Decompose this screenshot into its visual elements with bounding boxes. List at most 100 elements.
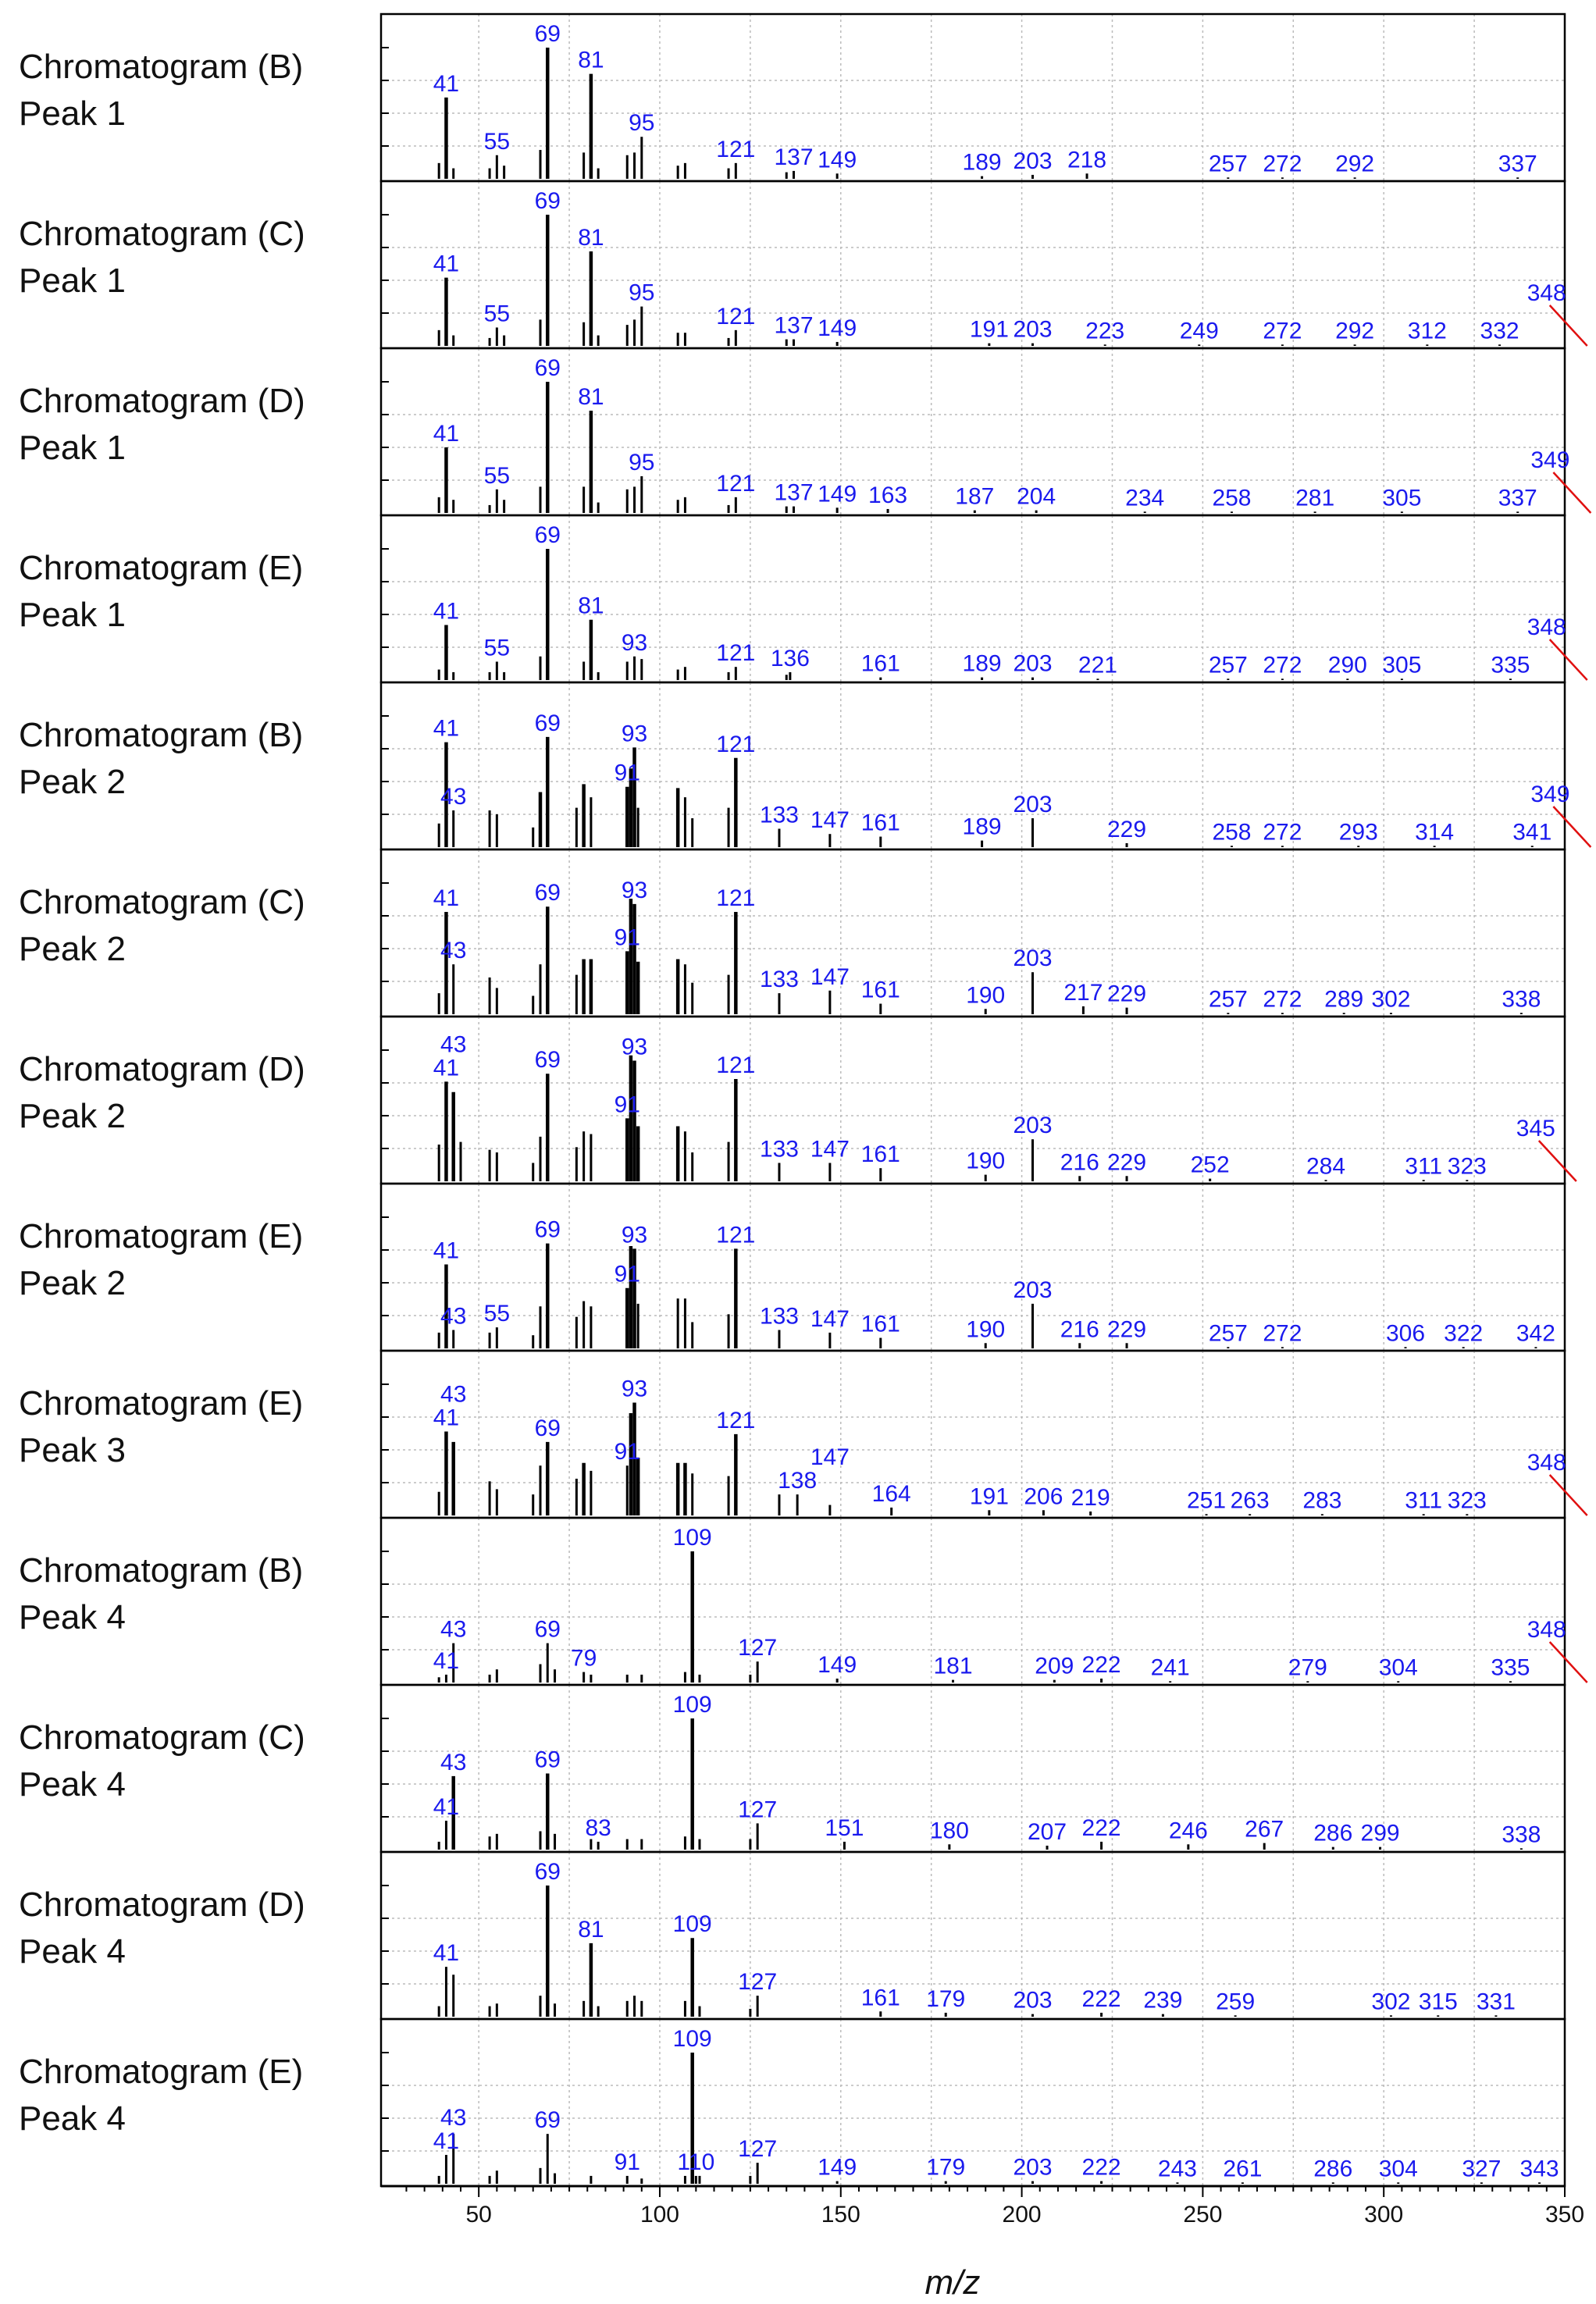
peak-label: 93 [622,1376,647,1402]
peak-label: 272 [1263,151,1302,176]
peak-label: 229 [1107,1316,1146,1342]
peak-label: 133 [760,1136,799,1162]
peak-label: 69 [535,1416,561,1441]
peak-label: 81 [578,384,604,410]
peak-label: 283 [1302,1487,1341,1513]
peak-label: 95 [629,110,654,136]
x-tick-label: 150 [821,2202,860,2227]
peak-label: 147 [810,1306,850,1332]
peak-label: 203 [1013,1988,1052,2014]
peak-label: 222 [1082,1986,1121,2012]
molecular-ion-marker [1548,304,1588,347]
peak-label: 41 [433,1237,459,1263]
peak-label: 337 [1498,151,1537,176]
peak-label: 286 [1313,2156,1352,2181]
peak-label: 83 [585,1815,611,1841]
peak-label: 305 [1382,485,1421,511]
spectrum-panel: Chromatogram (C) Peak 4 41 43 69 83 109 127 151 1… [19,1683,1566,1854]
peak-label: 43 [440,1031,466,1057]
peak-label: 93 [622,721,647,746]
peak-label: 322 [1444,1320,1483,1346]
molecular-ion-marker [1552,472,1592,514]
peak-label: 41 [433,1794,459,1820]
peak-label: 323 [1448,1487,1487,1513]
peak-label: 181 [933,1654,972,1679]
peak-label: 302 [1371,986,1410,1012]
panel-subtitle: Peak 3 [19,1431,126,1469]
peak-label: 338 [1502,986,1541,1012]
peak-label: 305 [1382,652,1421,678]
panel-subtitle: Peak 4 [19,1598,126,1636]
peak-label: 286 [1313,1821,1352,1846]
peak-label: 190 [966,982,1005,1008]
peak-label: 279 [1288,1654,1327,1680]
panel-title: Chromatogram (E) [19,549,303,587]
spectrum-panel: Chromatogram (E) Peak 1 41 55 69 81 93 121 136 16… [19,514,1588,684]
peak-label: 138 [778,1468,817,1494]
peak-label: 69 [535,1217,561,1243]
peak-label: 69 [535,710,561,736]
peak-label: 203 [1013,317,1052,343]
peak-label: 149 [818,1652,857,1678]
panel-subtitle: Peak 1 [19,262,126,300]
peak-label: 43 [440,2105,466,2131]
peak-label: 69 [535,2107,561,2133]
peak-label: 137 [774,480,813,506]
peak-label: 190 [966,1148,1005,1174]
peak-label: 161 [861,651,900,677]
panel-title: Chromatogram (E) [19,1384,303,1423]
molecular-ion-label: 349 [1530,447,1569,473]
peak-label: 149 [818,481,857,507]
peak-label: 257 [1209,1320,1248,1346]
spectrum-panel: Chromatogram (D) Peak 4 41 69 81 109 127 161 179… [19,1850,1566,2021]
peak-label: 81 [578,1917,604,1943]
peak-label: 229 [1107,981,1146,1007]
peak-label: 203 [1013,651,1052,677]
spectrum-panel: Chromatogram (B) Peak 4 41 43 69 79 109 127 149 1… [19,1516,1588,1686]
peak-label: 281 [1295,485,1334,511]
peak-label: 191 [970,1483,1009,1509]
molecular-ion-marker [1552,806,1592,848]
peak-label: 69 [535,522,561,548]
molecular-ion-label: 348 [1527,1617,1566,1643]
panel-subtitle: Peak 2 [19,763,126,801]
peak-label: 163 [868,483,907,508]
peak-label: 261 [1223,2156,1262,2181]
peak-label: 41 [433,251,459,277]
peak-label: 127 [738,2136,777,2162]
molecular-ion-marker [1548,639,1588,681]
panel-title: Chromatogram (C) [19,215,305,253]
peak-label: 81 [578,593,604,619]
peak-label: 41 [433,1405,459,1430]
peak-label: 121 [716,304,755,329]
peak-label: 306 [1386,1320,1425,1346]
peak-label: 304 [1379,1654,1418,1680]
peak-label: 69 [535,1047,561,1073]
peak-label: 41 [433,71,459,97]
peak-label: 343 [1520,2156,1559,2181]
peak-label: 292 [1335,151,1374,176]
peak-label: 41 [433,1055,459,1081]
peak-label: 272 [1263,819,1302,845]
x-tick-label: 250 [1183,2202,1222,2227]
peak-label: 91 [615,1439,640,1465]
peak-label: 302 [1371,1989,1410,2014]
peak-label: 203 [1013,1113,1052,1138]
peak-label: 95 [629,280,654,306]
peak-label: 272 [1263,318,1302,344]
peak-label: 203 [1013,2155,1052,2181]
peak-label: 341 [1512,819,1551,845]
peak-label: 149 [818,147,857,173]
peak-label: 312 [1408,318,1447,344]
peak-label: 55 [484,1301,510,1326]
panel-title: Chromatogram (B) [19,716,303,754]
peak-label: 93 [622,1222,647,1248]
peak-label: 229 [1107,1149,1146,1175]
peak-label: 189 [963,814,1002,840]
peak-label: 209 [1035,1654,1074,1679]
peak-label: 304 [1379,2156,1418,2181]
peak-label: 203 [1013,148,1052,174]
x-tick-label: 50 [465,2202,491,2227]
